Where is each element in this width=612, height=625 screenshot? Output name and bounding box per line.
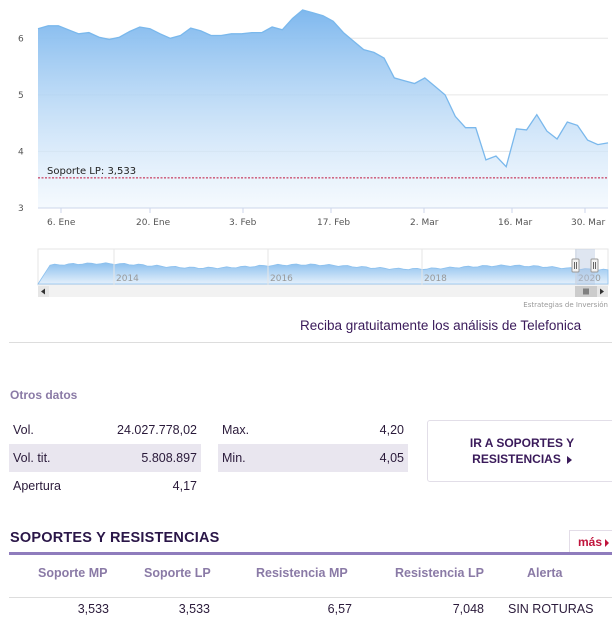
data-value: 4,05 — [379, 451, 404, 465]
x-tick-label: 6. Ene — [47, 218, 76, 228]
navigator-year-label: 2018 — [424, 274, 447, 284]
y-tick-label: 3 — [18, 204, 24, 214]
navigator-year-label: 2016 — [270, 274, 293, 284]
y-tick-label: 5 — [18, 91, 24, 101]
data-row-max: Max. 4,20 — [218, 416, 408, 444]
caret-right-icon — [566, 455, 572, 464]
sr-table-header: Soporte MP Soporte LP Resistencia MP Res… — [0, 566, 612, 588]
data-value: 5.808.897 — [141, 451, 197, 465]
navigator-handle-left[interactable] — [571, 258, 580, 273]
arrow-left-icon — [41, 288, 45, 295]
table-row: 3,533 3,533 6,57 7,048 SIN ROTURAS — [0, 602, 612, 622]
data-label: Min. — [222, 451, 246, 465]
col-soporte-mp: Soporte MP — [38, 566, 108, 580]
data-row-apertura: Apertura 4,17 — [9, 472, 201, 500]
price-chart-svg: 3 4 5 6 Soporte LP: 3,533 6. Ene 20. Ene 3. F… — [18, 9, 609, 309]
caret-right-icon — [605, 538, 610, 547]
divider — [9, 342, 612, 343]
sr-section-title: SOPORTES Y RESISTENCIAS — [10, 530, 220, 546]
cell-resistencia-lp: 7,048 — [452, 602, 484, 616]
soportes-resistencias-button[interactable]: IR A SOPORTES Y RESISTENCIAS — [427, 420, 612, 482]
chart-credits[interactable]: Estrategias de Inversión — [523, 301, 608, 309]
data-value: 4,17 — [172, 479, 197, 493]
navigator-selection[interactable] — [575, 249, 595, 285]
data-value: 4,20 — [379, 423, 404, 437]
data-label: Vol. — [13, 423, 34, 437]
price-chart: 3 4 5 6 Soporte LP: 3,533 6. Ene 20. Ene 3. F… — [0, 0, 612, 310]
cell-resistencia-mp: 6,57 — [327, 602, 352, 616]
data-row-min: Min. 4,05 — [218, 444, 408, 472]
cell-soporte-lp: 3,533 — [178, 602, 210, 616]
x-tick-label: 17. Feb — [317, 218, 350, 228]
chart-scrollbar[interactable] — [38, 286, 608, 297]
promo-link[interactable]: Reciba gratuitamente los análisis de Tel… — [300, 318, 582, 333]
price-line — [37, 9, 609, 168]
data-value: 24.027.778,02 — [117, 423, 197, 437]
navigator-year-label: 2020 — [578, 274, 601, 284]
x-tick-label: 20. Ene — [136, 218, 171, 228]
col-soporte-lp: Soporte LP — [144, 566, 211, 580]
col-alerta: Alerta — [527, 566, 563, 580]
data-label: Vol. tit. — [13, 451, 51, 465]
cta-label-line2: RESISTENCIAS — [472, 452, 561, 466]
divider — [9, 597, 612, 598]
x-tick-label: 30. Mar — [571, 218, 605, 228]
x-tick-label: 2. Mar — [410, 218, 439, 228]
cta-label-line1: IR A SOPORTES Y — [469, 436, 575, 450]
data-row-vol: Vol. 24.027.778,02 — [9, 416, 201, 444]
data-label: Apertura — [13, 479, 61, 493]
col-resistencia-lp: Resistencia LP — [395, 566, 484, 580]
data-row-vol-tit: Vol. tit. 5.808.897 — [9, 444, 201, 472]
sr-divider — [9, 552, 612, 555]
x-tick-label: 3. Feb — [229, 218, 257, 228]
x-tick-label: 16. Mar — [498, 218, 532, 228]
price-area — [38, 10, 608, 208]
cell-alerta: SIN ROTURAS — [508, 602, 594, 616]
otros-datos-right: Max. 4,20 Min. 4,05 — [218, 416, 408, 472]
y-tick-label: 4 — [18, 147, 24, 157]
support-lp-label: Soporte LP: 3,533 — [47, 166, 136, 177]
cell-soporte-mp: 3,533 — [77, 602, 109, 616]
mas-button[interactable]: más — [569, 530, 612, 552]
col-resistencia-mp: Resistencia MP — [256, 566, 348, 580]
navigator-year-label: 2014 — [116, 274, 139, 284]
navigator-handle-right[interactable] — [590, 258, 599, 273]
mas-label: más — [578, 535, 603, 549]
data-label: Max. — [222, 423, 250, 437]
otros-datos-title: Otros datos — [10, 388, 78, 402]
chart-navigator[interactable]: 2014 2016 2018 2020 — [37, 248, 609, 286]
otros-datos-left: Vol. 24.027.778,02 Vol. tit. 5.808.897 A… — [9, 416, 201, 500]
y-tick-label: 6 — [18, 34, 24, 44]
arrow-right-icon — [600, 288, 604, 295]
